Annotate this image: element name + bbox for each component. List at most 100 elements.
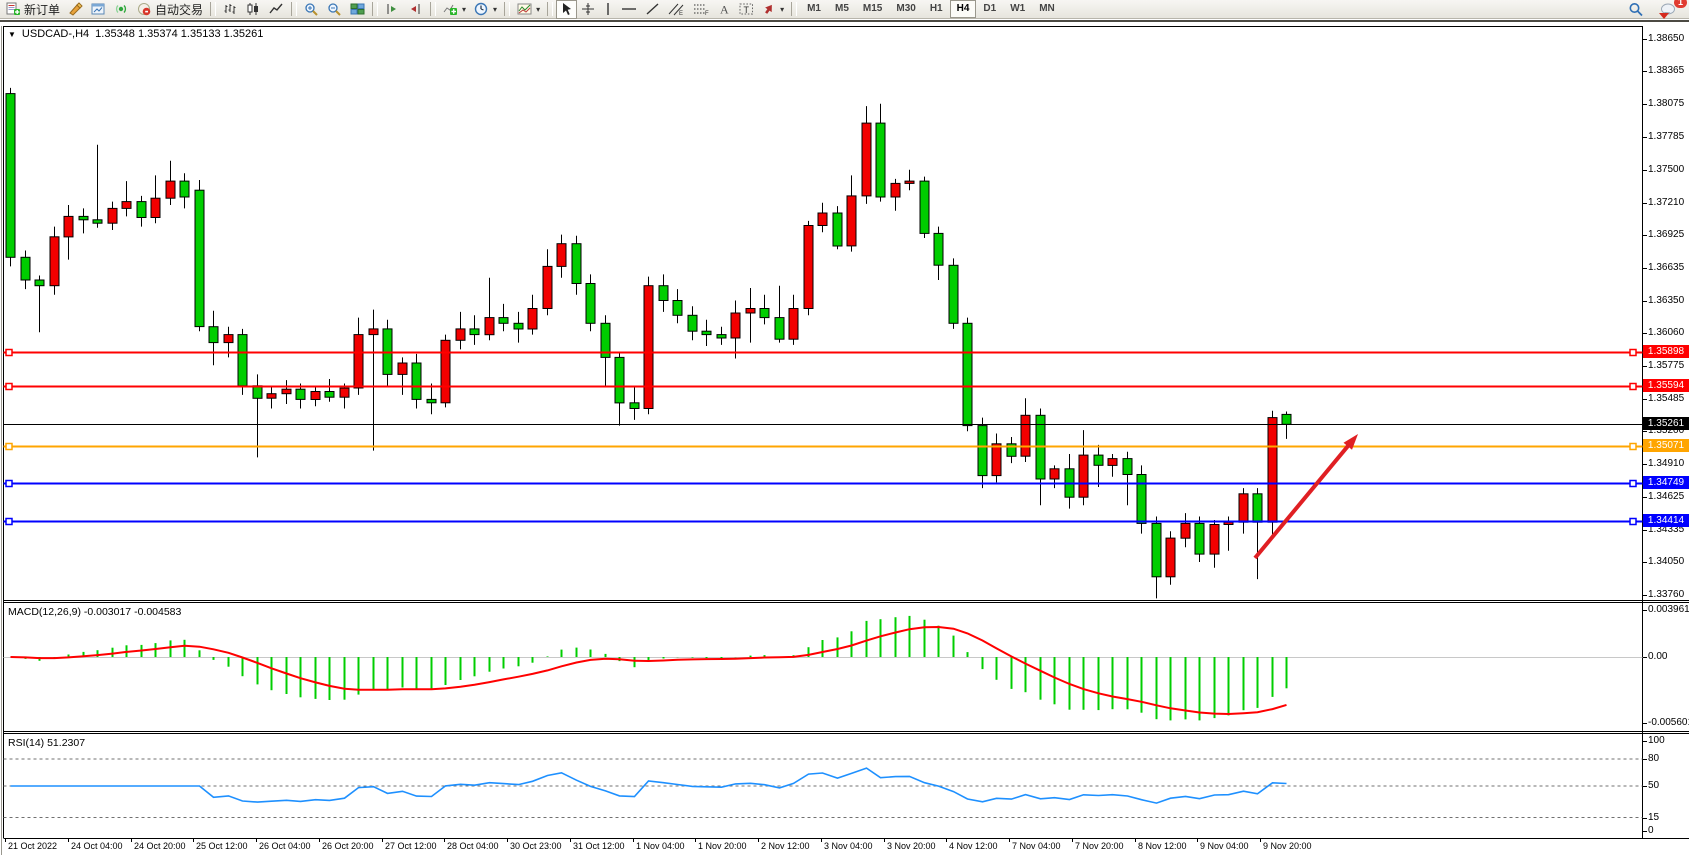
candle[interactable] <box>774 317 785 340</box>
candle[interactable] <box>643 285 654 410</box>
candle[interactable] <box>440 339 451 404</box>
candle[interactable] <box>237 334 248 387</box>
price-level-badge[interactable]: 1.35071 <box>1643 439 1689 452</box>
line-anchor[interactable] <box>1629 442 1637 451</box>
line-anchor[interactable] <box>1629 479 1637 488</box>
new-order-button[interactable]: 新订单 <box>2 0 64 19</box>
candle[interactable] <box>513 322 524 330</box>
candle[interactable] <box>716 334 727 339</box>
vertical-line-button[interactable] <box>599 0 617 19</box>
fibonacci-button[interactable]: F <box>689 0 714 19</box>
candle[interactable] <box>745 308 756 314</box>
candle[interactable] <box>78 215 89 221</box>
candle[interactable] <box>1194 522 1205 555</box>
candle[interactable] <box>455 328 466 341</box>
search-button[interactable] <box>1624 0 1648 19</box>
candle[interactable] <box>962 322 973 427</box>
candle[interactable] <box>730 312 741 339</box>
line-anchor[interactable] <box>5 517 13 526</box>
chevron-down-icon[interactable]: ▾ <box>780 4 785 14</box>
news-alert-button[interactable] <box>110 0 133 19</box>
candle[interactable] <box>861 122 872 197</box>
candle[interactable] <box>136 201 147 219</box>
candle[interactable] <box>121 201 132 209</box>
candle[interactable] <box>1078 454 1089 498</box>
candle[interactable] <box>585 283 596 324</box>
periods-button[interactable]: ▾ <box>470 0 501 19</box>
text-button[interactable]: A <box>714 0 735 19</box>
candle[interactable] <box>310 391 321 400</box>
candle[interactable] <box>1049 468 1060 480</box>
candle[interactable] <box>687 314 698 332</box>
candle[interactable] <box>266 393 277 399</box>
price-level-badge[interactable]: 1.35594 <box>1643 379 1689 392</box>
candle[interactable] <box>1020 414 1031 457</box>
candle[interactable] <box>194 189 205 328</box>
templates-button[interactable]: ▾ <box>513 0 544 19</box>
candle[interactable] <box>527 308 538 330</box>
candle[interactable] <box>948 264 959 324</box>
price-level-badge[interactable]: 1.35898 <box>1643 345 1689 358</box>
candle[interactable] <box>252 385 263 399</box>
chart-profiles-button[interactable] <box>87 0 110 19</box>
candle[interactable] <box>368 328 379 336</box>
candle[interactable] <box>919 180 930 234</box>
chevron-down-icon[interactable]: ▾ <box>536 4 541 14</box>
candle[interactable] <box>600 322 611 358</box>
candle[interactable] <box>1209 524 1220 555</box>
candle[interactable] <box>484 317 495 336</box>
candle[interactable] <box>34 279 45 287</box>
candle[interactable] <box>5 93 16 258</box>
candle[interactable] <box>295 388 306 400</box>
candle[interactable] <box>614 356 625 404</box>
timeframe-button-m15[interactable]: M15 <box>862 3 883 14</box>
candle[interactable] <box>832 212 843 247</box>
candle[interactable] <box>150 197 161 218</box>
candle[interactable] <box>281 388 292 395</box>
candle[interactable] <box>875 122 886 198</box>
line-anchor[interactable] <box>1629 382 1637 391</box>
candle[interactable] <box>672 300 683 316</box>
trend-arrow-head[interactable] <box>1343 434 1359 450</box>
line-anchor[interactable] <box>1629 348 1637 357</box>
line-chart-mode-button[interactable] <box>265 0 288 19</box>
candle[interactable] <box>179 180 190 198</box>
timeframe-button-mn[interactable]: MN <box>1039 3 1055 14</box>
candle[interactable] <box>904 180 915 184</box>
tile-windows-button[interactable] <box>346 0 369 19</box>
candle[interactable] <box>788 308 799 340</box>
candle[interactable] <box>107 207 118 224</box>
candle[interactable] <box>701 330 712 336</box>
candle[interactable] <box>846 195 857 247</box>
price-level-badge[interactable]: 1.34749 <box>1643 476 1689 489</box>
horizontal-line-button[interactable] <box>617 0 641 19</box>
candle[interactable] <box>1151 522 1162 578</box>
candle[interactable] <box>49 236 60 287</box>
candle[interactable] <box>933 232 944 266</box>
candle[interactable] <box>353 334 364 389</box>
candle[interactable] <box>1267 417 1278 523</box>
candle[interactable] <box>991 443 1002 477</box>
zoom-in-button[interactable] <box>300 0 323 19</box>
chevron-down-icon[interactable]: ▾ <box>493 4 498 14</box>
scroll-to-end-icon[interactable] <box>1659 13 1669 19</box>
chart-shift-button[interactable] <box>381 0 404 19</box>
timeframe-button-w1[interactable]: W1 <box>1010 3 1026 14</box>
line-anchor[interactable] <box>5 348 13 357</box>
candle[interactable] <box>1093 454 1104 466</box>
candle[interactable] <box>223 334 234 344</box>
candle[interactable] <box>1180 522 1191 539</box>
candle[interactable] <box>469 328 480 336</box>
candle[interactable] <box>629 402 640 409</box>
crosshair-button[interactable] <box>577 0 599 19</box>
candle[interactable] <box>803 225 814 309</box>
trendline-button[interactable] <box>641 0 664 19</box>
bar-chart-mode-button[interactable] <box>219 0 242 19</box>
add-indicator-button[interactable]: ▾ <box>439 0 470 19</box>
candle[interactable] <box>1107 458 1118 466</box>
candle[interactable] <box>63 215 74 238</box>
line-anchor[interactable] <box>1629 517 1637 526</box>
candle[interactable] <box>1281 413 1292 425</box>
candle[interactable] <box>92 219 103 224</box>
